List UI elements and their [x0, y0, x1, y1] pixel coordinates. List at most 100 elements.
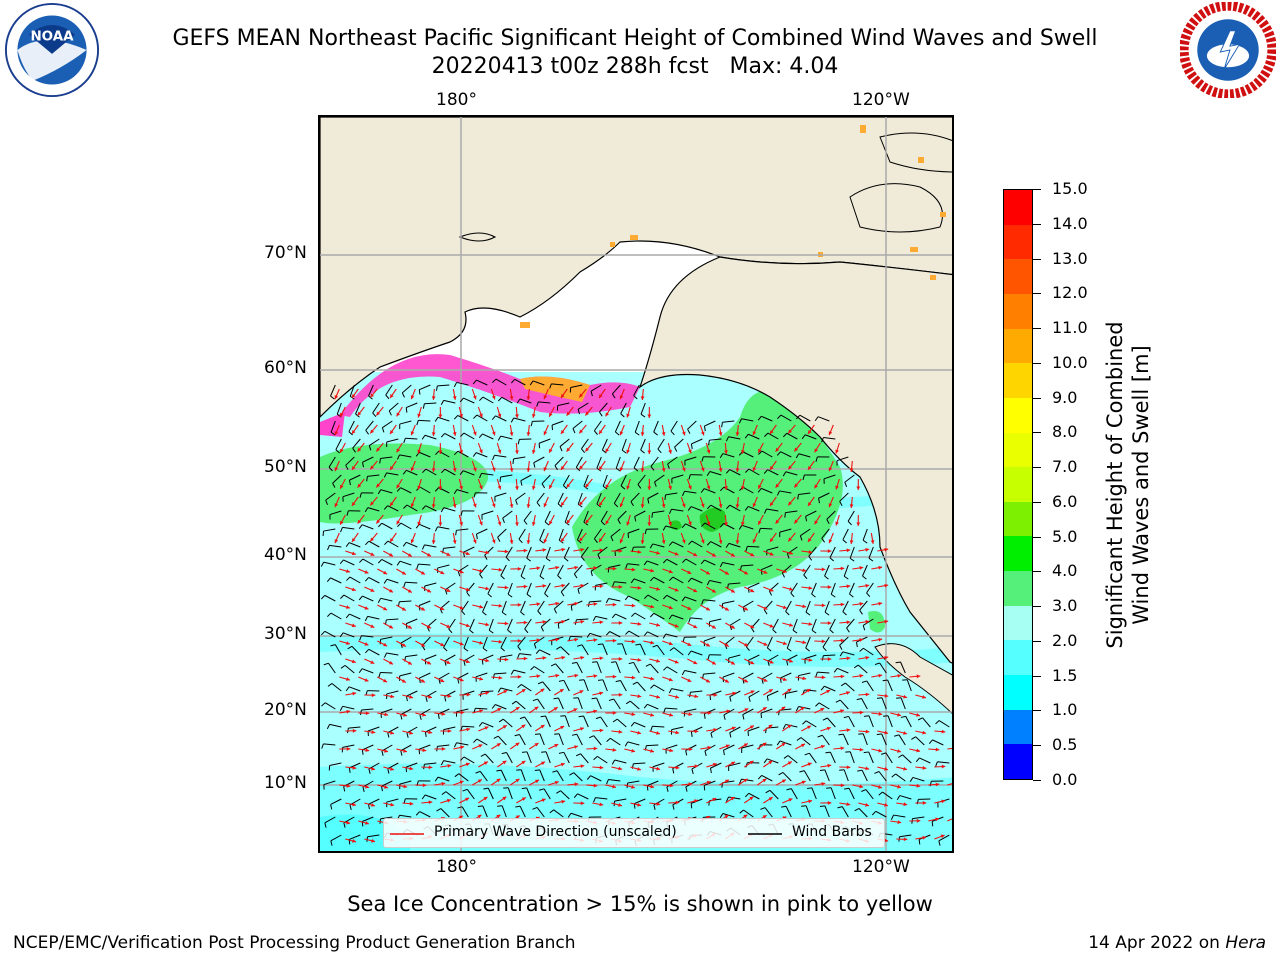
wave-direction-arrow — [529, 706, 539, 714]
wave-direction-arrow — [858, 692, 870, 697]
wind-barb — [421, 794, 437, 800]
wind-barb — [601, 438, 608, 454]
wave-direction-arrow — [543, 460, 549, 472]
wind-barb — [328, 456, 336, 472]
wave-direction-arrow — [896, 694, 908, 699]
wind-barb — [440, 468, 456, 476]
wave-direction-arrow — [801, 688, 811, 696]
wind-barb — [462, 690, 475, 700]
wave-direction-arrow — [738, 778, 748, 786]
colorbar-tick-label: 5.0 — [1052, 526, 1078, 546]
wind-barb — [688, 617, 703, 623]
wave-direction-arrow — [471, 388, 477, 400]
wind-barb — [669, 508, 684, 514]
wind-barb — [825, 751, 836, 764]
wave-direction-arrow — [871, 712, 883, 716]
wave-direction-arrow — [334, 460, 340, 472]
wind-barb — [840, 682, 855, 692]
wave-direction-arrow — [833, 566, 845, 571]
wind-barb — [577, 644, 589, 656]
wind-barb — [630, 578, 646, 584]
wave-direction-arrow — [383, 730, 395, 735]
wind-barb — [388, 402, 399, 416]
wind-barb — [790, 582, 798, 598]
wind-barb — [463, 636, 469, 652]
wind-barb — [706, 580, 722, 586]
wave-direction-arrow — [877, 693, 889, 698]
wave-direction-arrow — [776, 779, 787, 786]
wave-direction-arrow — [509, 388, 514, 400]
wave-direction-arrow — [478, 550, 490, 555]
wave-direction-arrow — [548, 637, 560, 642]
wave-direction-arrow — [431, 424, 436, 437]
wave-direction-arrow — [738, 640, 749, 647]
wind-barb — [556, 402, 570, 411]
wind-barb — [595, 716, 608, 728]
wave-direction-arrow — [369, 496, 378, 506]
wave-direction-arrow — [472, 676, 484, 681]
wave-direction-arrow — [453, 710, 465, 715]
wave-direction-arrow — [496, 478, 502, 490]
wave-direction-arrow — [497, 760, 507, 768]
wind-barb — [650, 684, 665, 692]
wave-direction-arrow — [529, 742, 539, 750]
wind-barb — [721, 420, 735, 428]
colorbar-tick-label: 0.0 — [1052, 770, 1078, 789]
wave-direction-arrow — [833, 674, 845, 679]
wind-barb — [323, 780, 336, 790]
wave-direction-arrow — [531, 406, 536, 418]
wave-direction-arrow — [630, 549, 642, 554]
wind-barb — [329, 510, 342, 520]
wave-direction-arrow — [640, 460, 645, 473]
wave-direction-arrow — [351, 460, 359, 471]
wind-barb — [421, 544, 437, 550]
wave-direction-arrow — [535, 761, 546, 768]
wave-direction-arrow — [890, 784, 902, 789]
wind-barb — [503, 787, 513, 800]
wave-direction-arrow — [334, 424, 340, 436]
wind-barb — [364, 615, 380, 622]
wind-barb — [498, 718, 513, 728]
wind-barb — [784, 690, 798, 699]
wave-direction-arrow — [396, 568, 407, 575]
lon-label-top-120w: 120°W — [852, 90, 910, 110]
wind-barb — [617, 643, 627, 656]
wind-barb — [758, 527, 773, 534]
wind-barb — [469, 618, 475, 634]
wave-direction-arrow — [744, 658, 755, 665]
wave-direction-arrow — [744, 725, 755, 732]
wave-direction-arrow — [334, 496, 340, 508]
wind-barb — [781, 805, 792, 818]
wind-barb — [757, 487, 773, 494]
wave-direction-arrow — [516, 724, 526, 732]
wind-barb — [615, 679, 627, 692]
wind-barb — [340, 594, 355, 602]
wave-direction-arrow — [787, 496, 796, 506]
swell-high-west — [320, 443, 489, 524]
wave-direction-arrow — [630, 694, 642, 699]
wave-direction-arrow — [896, 766, 908, 771]
wind-barb — [765, 789, 779, 800]
wave-direction-arrow — [526, 496, 531, 508]
wave-direction-arrow — [763, 622, 774, 628]
wave-direction-arrow — [529, 779, 540, 786]
wind-barb — [649, 612, 665, 620]
wind-barb — [502, 510, 513, 523]
wind-barb — [620, 402, 627, 418]
wind-barb — [803, 564, 811, 580]
wave-direction-arrow — [339, 640, 351, 645]
wave-direction-arrow — [793, 514, 802, 524]
wind-barb — [326, 723, 342, 730]
wind-barb — [463, 654, 475, 666]
wave-direction-arrow — [681, 604, 692, 611]
wave-direction-arrow — [744, 796, 754, 804]
wave-direction-arrow — [459, 797, 470, 804]
wind-barb — [822, 636, 830, 652]
wind-barb — [400, 708, 412, 720]
land-wrangel-island — [458, 232, 497, 242]
wave-direction-arrow — [705, 442, 711, 454]
wave-direction-arrow — [415, 676, 426, 683]
wind-barb — [359, 492, 374, 498]
wave-direction-arrow — [491, 639, 503, 644]
wind-barb — [835, 699, 849, 710]
